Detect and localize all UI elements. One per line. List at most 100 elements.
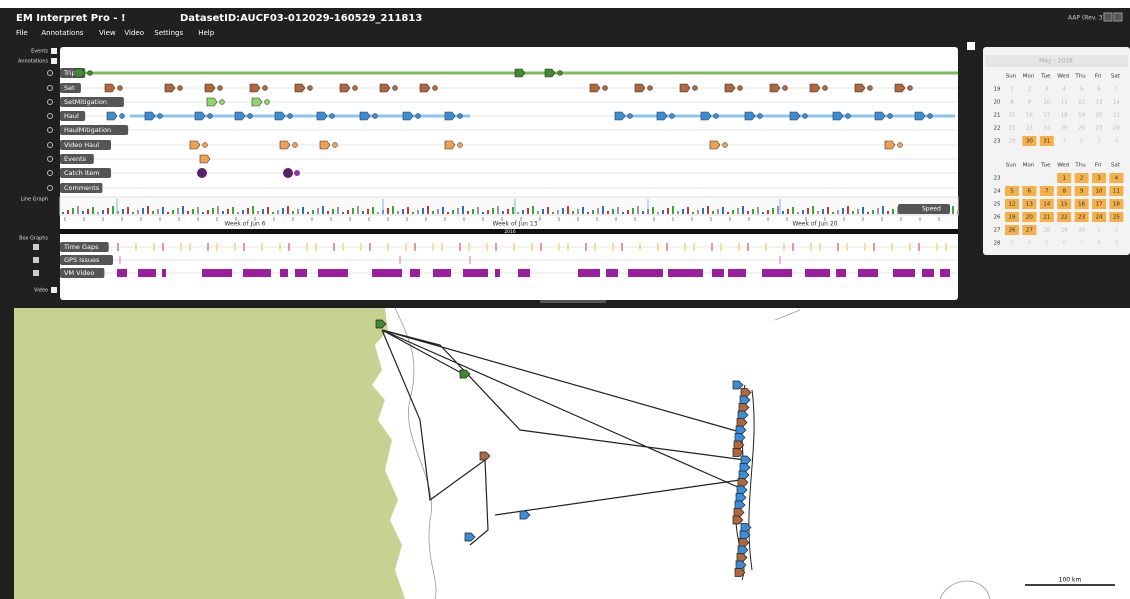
visibility-icon[interactable] (47, 85, 53, 91)
day[interactable]: 7 (1045, 189, 1049, 195)
annotation-marker[interactable] (679, 83, 691, 93)
day[interactable]: 9 (1028, 100, 1032, 106)
visibility-icon[interactable] (47, 70, 53, 76)
day[interactable]: 5 (1010, 189, 1014, 195)
map-marker[interactable] (459, 369, 471, 379)
day-other-month[interactable]: 4 (1028, 241, 1032, 247)
annotation-marker[interactable] (444, 111, 456, 121)
visibility-icon[interactable] (47, 142, 53, 148)
day[interactable]: 22 (1009, 126, 1016, 132)
track-tag[interactable] (60, 140, 111, 150)
close-button[interactable] (1113, 12, 1123, 22)
splitter[interactable] (540, 300, 606, 303)
day[interactable]: 8 (1010, 100, 1014, 106)
day[interactable]: 4 (1115, 176, 1119, 182)
day[interactable]: 27 (1026, 228, 1033, 234)
map-marker[interactable] (739, 530, 751, 540)
annotation-marker[interactable] (251, 97, 263, 107)
day-selected[interactable] (1022, 199, 1037, 209)
menu-item[interactable]: Help (198, 29, 215, 37)
day-selected[interactable] (1092, 186, 1106, 196)
menu-item[interactable]: File (16, 29, 28, 37)
day[interactable]: 13 (1096, 100, 1103, 106)
day[interactable]: 6 (1097, 87, 1101, 93)
day[interactable]: 27 (1096, 126, 1103, 132)
day-other-month[interactable]: 1 (1062, 139, 1066, 145)
annotation-marker[interactable] (544, 68, 556, 78)
day[interactable]: 11 (1113, 189, 1120, 195)
day-selected[interactable] (1109, 173, 1124, 183)
day[interactable]: 29 (1061, 228, 1068, 234)
day[interactable]: 8 (1062, 189, 1066, 195)
day[interactable]: 12 (1009, 202, 1016, 208)
menu-item[interactable]: View (99, 29, 116, 37)
day[interactable]: 1 (1010, 87, 1014, 93)
annotation-marker[interactable] (274, 111, 286, 121)
day[interactable]: 15 (1009, 113, 1016, 119)
day-other-month[interactable]: 7 (1080, 241, 1084, 247)
day[interactable]: 29 (1009, 139, 1016, 145)
map-marker[interactable] (740, 455, 752, 465)
map-marker[interactable] (736, 485, 748, 495)
checkbox[interactable] (33, 257, 39, 263)
annotation-marker[interactable] (402, 111, 414, 121)
annotation-marker[interactable] (589, 83, 601, 93)
annotation-marker[interactable] (379, 83, 391, 93)
track-tag[interactable] (60, 183, 103, 193)
day-selected[interactable] (1109, 199, 1124, 209)
map-marker[interactable] (734, 500, 746, 510)
toggle-button[interactable] (51, 287, 57, 293)
day-other-month[interactable]: 2 (1080, 139, 1084, 145)
day-selected[interactable] (1092, 212, 1106, 222)
day-selected[interactable] (1092, 199, 1106, 209)
day[interactable]: 25 (1061, 126, 1068, 132)
day[interactable]: 18 (1061, 113, 1068, 119)
day[interactable]: 10 (1096, 189, 1103, 195)
track-tag[interactable] (60, 97, 124, 107)
track-tag[interactable] (60, 83, 81, 93)
annotation-marker[interactable] (789, 111, 801, 121)
annotation-marker[interactable] (249, 83, 261, 93)
day-other-month[interactable]: 3 (1010, 241, 1014, 247)
annotation-marker[interactable] (744, 111, 756, 121)
annotation-marker[interactable] (419, 83, 431, 93)
annotation-marker[interactable] (339, 83, 351, 93)
day[interactable]: 3 (1097, 176, 1101, 182)
day-other-month[interactable]: 9 (1115, 241, 1119, 247)
annotation-marker[interactable] (769, 83, 781, 93)
day[interactable]: 23 (1026, 126, 1033, 132)
visibility-icon[interactable] (47, 99, 53, 105)
map-marker[interactable] (464, 532, 476, 542)
day-selected[interactable] (1039, 136, 1054, 146)
track-tag[interactable] (60, 154, 94, 164)
annotation-marker[interactable] (234, 111, 246, 121)
visibility-icon[interactable] (47, 170, 53, 176)
map-marker[interactable] (735, 425, 747, 435)
annotation-marker[interactable] (294, 83, 306, 93)
day-selected[interactable] (1074, 199, 1089, 209)
day-selected[interactable] (1039, 199, 1054, 209)
day-selected[interactable] (1092, 173, 1106, 183)
day-selected[interactable] (1074, 186, 1089, 196)
map-marker[interactable] (732, 515, 744, 525)
day[interactable]: 26 (1009, 228, 1016, 234)
day[interactable]: 18 (1113, 202, 1120, 208)
day-other-month[interactable]: 4 (1115, 139, 1119, 145)
day[interactable]: 2 (1080, 176, 1084, 182)
annotation-marker[interactable] (199, 154, 211, 164)
map-marker[interactable] (736, 553, 748, 562)
day[interactable]: 26 (1078, 126, 1085, 132)
annotation-marker[interactable] (854, 83, 866, 93)
map-marker[interactable] (738, 538, 750, 547)
collapse-button[interactable] (967, 42, 975, 50)
annotation-marker[interactable] (832, 111, 844, 121)
annotation-marker[interactable] (914, 111, 926, 121)
day-other-month[interactable]: 6 (1062, 241, 1066, 247)
annotation-marker[interactable] (316, 111, 328, 121)
day[interactable]: 7 (1115, 87, 1119, 93)
day-other-month[interactable]: 3 (1097, 139, 1101, 145)
map-marker[interactable] (732, 448, 744, 457)
day-other-month[interactable]: 8 (1097, 241, 1101, 247)
day[interactable]: 14 (1113, 100, 1120, 106)
day-selected[interactable] (1005, 212, 1019, 222)
